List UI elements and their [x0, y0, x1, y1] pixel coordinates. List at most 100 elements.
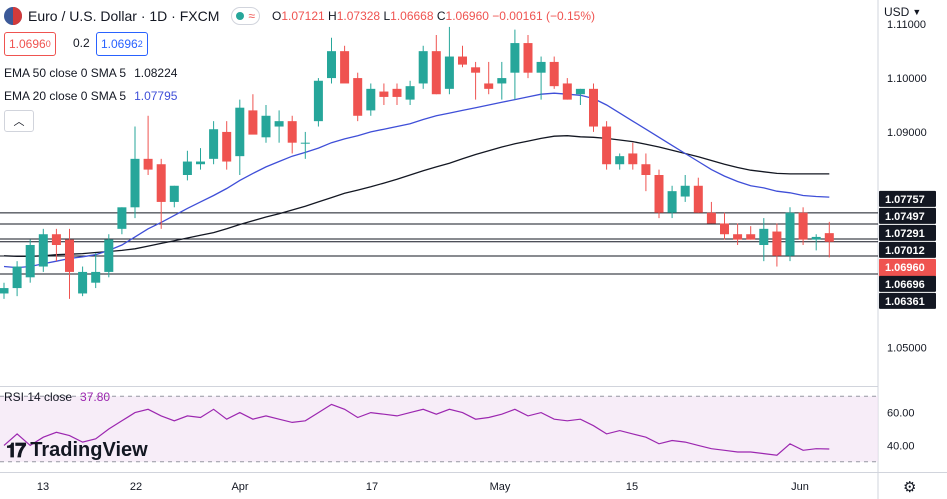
- candle-body-10: [130, 158, 140, 208]
- currency-label: USD: [884, 5, 910, 19]
- price-label-bg-3: [879, 241, 936, 258]
- collapse-legend-button[interactable]: ︿: [4, 110, 34, 132]
- price-label-bg-2: [879, 224, 936, 241]
- price-label-4: 1.06960: [885, 262, 925, 274]
- price-label-2: 1.07291: [885, 228, 925, 240]
- time-tick-0: 13: [37, 481, 49, 493]
- moving-averages: [3, 92, 830, 269]
- candle-body-2: [25, 245, 35, 278]
- price-label-bg-0: [879, 190, 936, 207]
- candle-body-16: [209, 129, 219, 159]
- time-tick-3: 17: [366, 481, 378, 493]
- ohlc-close-val: 1.06960: [445, 9, 489, 23]
- time-tick-2: Apr: [231, 481, 248, 493]
- candle-body-11: [143, 158, 153, 170]
- candle-body-54: [706, 212, 716, 224]
- ema50-legend[interactable]: EMA 50 close 0 SMA 5 1.08224: [4, 66, 177, 80]
- candle-body-30: [392, 88, 402, 97]
- spread-value: 0.2: [73, 36, 90, 50]
- ema50-value: 1.08224: [134, 66, 178, 80]
- market-open-icon: [236, 12, 245, 20]
- price-label-bg-1: [879, 207, 936, 224]
- candle-body-8: [104, 239, 114, 272]
- symbol-title[interactable]: Euro / U.S. Dollar · 1D · FXCM: [28, 8, 220, 24]
- candle-body-46: [602, 126, 612, 165]
- candle-body-58: [759, 228, 769, 245]
- candle-body-9: [117, 207, 127, 229]
- ohlc-low-key: L: [383, 9, 391, 23]
- candle-body-17: [222, 131, 232, 162]
- ema20-legend[interactable]: EMA 20 close 0 SMA 5 1.07795: [4, 89, 177, 103]
- candle-body-1: [12, 266, 22, 289]
- ohlc-open-key: O: [271, 9, 282, 23]
- chart-header: Euro / U.S. Dollar · 1D · FXCM ≈ O1.0712…: [0, 0, 595, 32]
- candle-body-51: [667, 191, 677, 213]
- ohlc-change-val: −0.00161 (−0.15%): [492, 9, 596, 23]
- candle-body-38: [497, 78, 507, 84]
- ohlc-high-key: H: [328, 9, 337, 23]
- candle-body-43: [562, 83, 572, 100]
- candle-body-36: [471, 67, 481, 73]
- candle-body-12: [156, 164, 166, 202]
- ohlc-readout: O1.07121 H1.07328 L1.06668 C1.06960 −0.0…: [272, 9, 595, 23]
- gear-icon[interactable]: ⚙: [903, 479, 917, 496]
- candle-body-6: [78, 271, 88, 294]
- candle-body-15: [196, 161, 205, 165]
- tradingview-logo-text: TradingView: [30, 438, 148, 461]
- buy-price-sup: 2: [137, 39, 143, 49]
- price-label-bg-6: [879, 292, 936, 309]
- candle-body-63: [824, 233, 834, 242]
- candle-body-14: [182, 161, 192, 175]
- price-label-3: 1.07012: [885, 245, 925, 257]
- price-label-bg-5: [879, 275, 936, 292]
- price-tick-1: 1.10000: [887, 73, 927, 85]
- candle-body-29: [379, 91, 389, 97]
- candle-body-25: [327, 51, 336, 79]
- candle-body-59: [772, 231, 782, 256]
- chevron-down-icon: ▼: [912, 7, 922, 17]
- ema20-value: 1.07795: [134, 89, 178, 103]
- time-tick-6: Jun: [791, 481, 809, 493]
- eurusd-flag-icon: [4, 7, 22, 25]
- price-axis: 1.11000 1.10000 1.09000 1.05000 60.00 40.00 1.…: [879, 19, 936, 452]
- candle-body-18: [235, 107, 245, 157]
- price-label-0: 1.07757: [885, 194, 925, 206]
- candle-body-24: [313, 80, 323, 122]
- candle-body-45: [589, 88, 598, 127]
- candle-body-39: [510, 43, 520, 73]
- buy-price: 1.0696: [101, 37, 138, 51]
- candle-body-21: [274, 121, 284, 127]
- candle-body-20: [261, 115, 271, 138]
- ohlc-open-val: 1.07121: [281, 9, 325, 23]
- candle-body-62: [811, 236, 821, 240]
- candle-body-57: [746, 234, 756, 240]
- candle-body-23: [300, 142, 310, 144]
- chevron-up-icon: ︿: [13, 116, 25, 128]
- rsi-legend[interactable]: RSI 14 close 37.80: [4, 390, 110, 404]
- candle-body-35: [458, 56, 467, 65]
- candle-body-26: [340, 51, 350, 84]
- sell-button[interactable]: 1.0696 0: [4, 32, 56, 56]
- replay-wave-icon: ≈: [248, 9, 255, 23]
- currency-selector[interactable]: USD ▼: [884, 2, 921, 22]
- candle-body-60: [785, 212, 795, 256]
- price-label-6: 1.06361: [885, 296, 925, 308]
- sell-price-sup: 0: [45, 39, 51, 49]
- candle-body-0: [0, 288, 9, 294]
- candle-body-4: [51, 234, 61, 245]
- candle-body-3: [38, 234, 48, 267]
- horizontal-lines: [0, 212, 878, 275]
- price-label-1: 1.07497: [885, 211, 925, 223]
- candle-body-7: [91, 271, 101, 283]
- tradingview-logo-icon: 𝟏𝟕: [6, 438, 26, 462]
- rsi-line: [3, 403, 830, 456]
- buy-button[interactable]: 1.0696 2: [96, 32, 148, 56]
- candle-body-48: [628, 153, 638, 165]
- market-status-pill[interactable]: ≈: [231, 7, 260, 25]
- candle-body-27: [353, 78, 363, 116]
- tradingview-logo[interactable]: 𝟏𝟕 TradingView: [6, 438, 148, 462]
- candles: [0, 26, 834, 299]
- candle-body-19: [248, 110, 258, 135]
- ema20-line: [3, 92, 830, 269]
